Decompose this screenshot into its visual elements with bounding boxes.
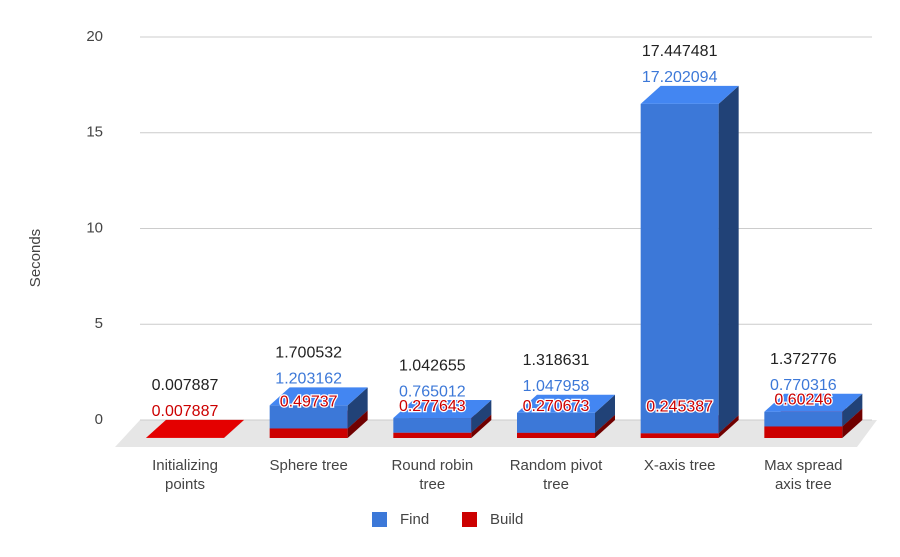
legend-label: Find — [400, 511, 429, 528]
bar-front — [640, 103, 719, 434]
bar-front — [517, 412, 595, 433]
y-tick-label: 0 — [95, 411, 103, 428]
bar-top — [393, 400, 492, 419]
bar-top — [517, 394, 615, 413]
data-label: 1.203162 — [275, 371, 342, 388]
x-tick-label: Sphere tree — [269, 457, 347, 474]
total-label: 1.042655 — [399, 357, 466, 374]
data-label: 0.60246 — [774, 392, 832, 409]
y-tick-label: 10 — [86, 219, 103, 236]
data-label: 1.047958 — [523, 378, 590, 395]
x-tick-label: Initializing points — [152, 457, 218, 493]
total-label: 17.447481 — [642, 43, 718, 60]
bar-front — [640, 433, 719, 438]
total-label: 1.700532 — [275, 345, 342, 362]
y-tick-label: 20 — [86, 28, 103, 45]
y-tick-label: 15 — [86, 124, 103, 141]
bar-front — [393, 418, 472, 433]
bar-front — [517, 432, 595, 438]
y-tick-label: 5 — [95, 315, 103, 332]
x-tick-label: X-axis tree — [644, 457, 716, 474]
legend-label: Build — [490, 511, 523, 528]
bar-front — [393, 432, 472, 438]
bar-side — [347, 410, 368, 438]
bar-side — [595, 394, 615, 433]
legend-swatch — [462, 512, 477, 527]
bar-side — [718, 85, 739, 434]
bar-side — [224, 419, 244, 438]
bar-side — [347, 387, 368, 429]
data-label: 0.770316 — [770, 377, 837, 394]
x-tick-label: Round robin tree — [391, 457, 473, 493]
data-label: 0.765012 — [399, 383, 466, 400]
total-label: 1.318631 — [523, 352, 590, 369]
data-label: 0.007887 — [152, 403, 219, 420]
bar-top — [640, 85, 739, 104]
bar-top — [269, 387, 368, 406]
legend-swatch — [372, 512, 387, 527]
bar-side — [595, 414, 615, 438]
bar-top — [146, 419, 244, 438]
bar-front — [764, 411, 843, 427]
bar-front — [269, 405, 348, 429]
bar-side — [471, 414, 492, 438]
total-label: 1.372776 — [770, 351, 837, 368]
data-label: 0.277643 — [399, 398, 466, 415]
data-label: 0.49737 — [280, 394, 338, 411]
bar-side — [842, 393, 863, 427]
data-label: 17.202094 — [642, 69, 718, 86]
total-label: 0.007887 — [152, 377, 219, 394]
data-label: 0.245387 — [646, 399, 713, 416]
bar-side — [471, 400, 492, 433]
x-tick-label: Max spread axis tree — [764, 457, 842, 493]
bar-front — [269, 428, 348, 438]
data-label: 0.270673 — [523, 398, 590, 415]
bar-front — [764, 426, 843, 438]
bar-top — [764, 393, 863, 412]
bar-side — [718, 415, 739, 438]
y-axis-label: Seconds — [27, 229, 44, 287]
x-tick-label: Random pivot tree — [510, 457, 603, 493]
bar-side — [842, 408, 863, 438]
